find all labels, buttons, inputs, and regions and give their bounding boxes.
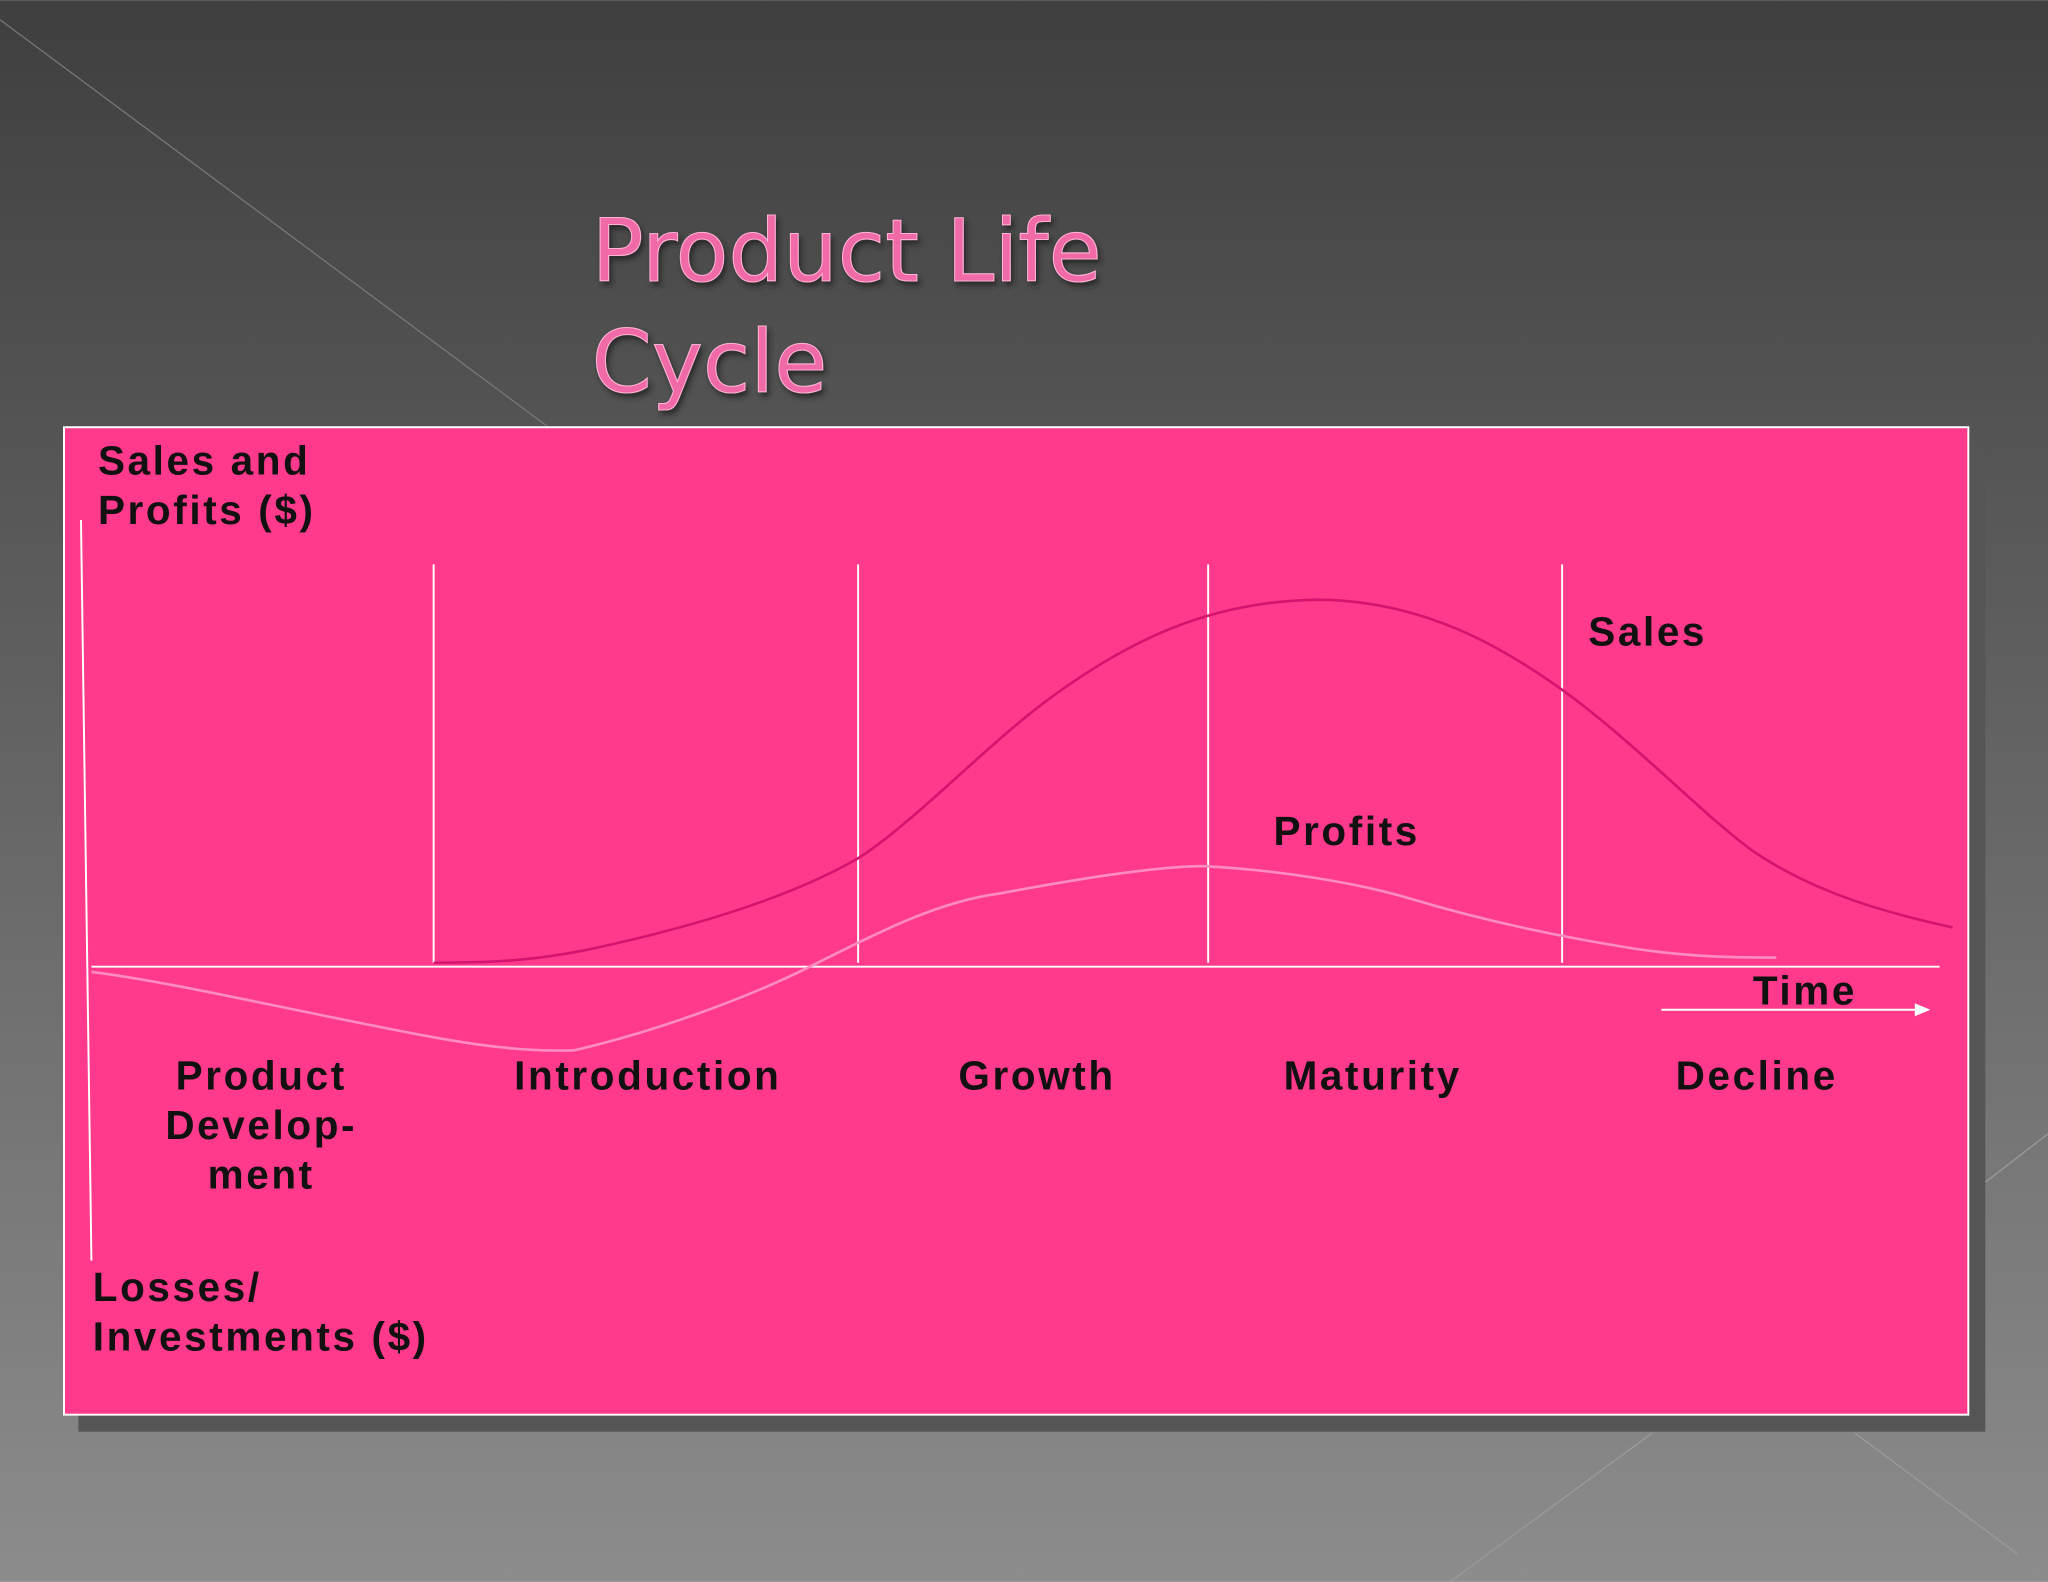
stage-label: Maturity xyxy=(1284,1052,1462,1098)
stage-label: Introduction xyxy=(514,1052,781,1098)
curve-label: Sales xyxy=(1588,608,1707,654)
stage-label: Develop- xyxy=(165,1102,357,1148)
vertical-axis xyxy=(80,519,93,1261)
title-line: Cycle xyxy=(592,313,828,413)
axis-label: Profits ($) xyxy=(98,487,316,533)
decor-line xyxy=(1854,1432,2019,1555)
stage-label: Growth xyxy=(958,1052,1115,1098)
axis-label: Investments ($) xyxy=(93,1314,429,1360)
axis-label: Time xyxy=(1753,968,1857,1014)
stage-label: Decline xyxy=(1676,1052,1838,1098)
sales-curve xyxy=(433,598,1953,965)
time-arrow-head xyxy=(1914,1003,1931,1017)
axis-label: Losses/ xyxy=(93,1264,262,1310)
curve-label: Profits xyxy=(1273,808,1419,854)
decor-line xyxy=(0,19,549,428)
profits-curve xyxy=(91,864,1777,1052)
decor-line xyxy=(1984,1133,2048,1183)
stage-label: Product xyxy=(176,1052,347,1098)
title-line: Product Life xyxy=(592,202,1102,302)
diagram-panel xyxy=(63,426,1970,1416)
decor-line xyxy=(1449,1432,1653,1582)
axis-label: Sales and xyxy=(98,437,310,483)
stage-label: ment xyxy=(208,1152,315,1198)
